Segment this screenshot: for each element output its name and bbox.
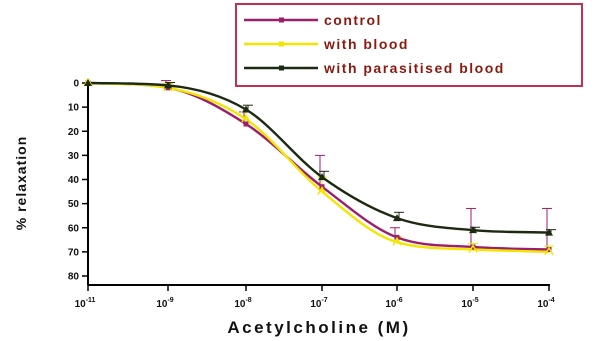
data-point — [392, 236, 402, 246]
x-ticks: 10-11 10-9 10-8 10-7 10-6 10-5 10-4 — [75, 285, 555, 310]
data-point — [470, 244, 476, 250]
error-bar — [394, 211, 404, 219]
y-tick-label: 60 — [68, 223, 80, 234]
data-point — [84, 79, 92, 86]
legend-label: with parasitised blood — [323, 60, 505, 76]
x-tick-base: 10 — [156, 299, 168, 310]
legend-label: with blood — [323, 36, 409, 52]
x-tick-label: 10-6 — [385, 297, 402, 310]
x-tick-exponent: -8 — [245, 297, 251, 304]
y-tick-label: 70 — [68, 247, 80, 258]
x-tick-base: 10 — [537, 299, 549, 310]
y-tick-label: 50 — [68, 199, 80, 210]
y-tick-label: 40 — [68, 175, 80, 186]
legend-entry-3: with parasitised blood — [244, 60, 505, 76]
x-tick-base: 10 — [234, 299, 246, 310]
x-tick-label: 10-8 — [234, 297, 251, 310]
x-tick-label: 10-11 — [75, 297, 96, 310]
x-tick-label: 10-7 — [310, 297, 327, 310]
legend-marker — [279, 65, 284, 71]
data-point — [318, 173, 326, 181]
series-lines — [87, 81, 550, 254]
y-ticks: 0 10 20 30 40 50 60 70 80 — [68, 79, 88, 283]
legend-label: control — [324, 12, 382, 28]
x-tick-exponent: -4 — [548, 297, 554, 304]
series-line-3 — [87, 81, 550, 234]
legend-entry-2: with blood — [244, 36, 409, 52]
x-tick-exponent: -5 — [472, 297, 478, 304]
error-bars — [161, 80, 556, 252]
legend-items: control with blood with parasitised blood — [244, 12, 505, 76]
data-point — [468, 243, 478, 253]
x-tick-exponent: -7 — [321, 297, 327, 304]
y-tick-label: 80 — [68, 272, 80, 283]
y-tick-label: 20 — [68, 127, 80, 138]
y-tick-label: 0 — [73, 79, 79, 90]
y-tick-label: 10 — [68, 103, 80, 114]
legend-marker — [279, 17, 284, 23]
data-point — [243, 121, 249, 127]
x-tick-base: 10 — [75, 299, 87, 310]
series-line-1 — [87, 81, 550, 251]
data-point — [469, 226, 477, 234]
x-tick-label: 10-9 — [156, 297, 173, 310]
legend-entry-1: control — [244, 12, 382, 28]
x-tick-exponent: -6 — [396, 297, 402, 304]
x-tick-exponent: -9 — [167, 297, 173, 304]
error-bar — [243, 104, 253, 110]
legend-marker — [279, 41, 284, 47]
data-point — [241, 113, 251, 123]
data-point — [545, 228, 553, 236]
y-axis-title: % relaxation — [13, 136, 29, 230]
y-tick-label: 30 — [68, 151, 80, 162]
data-point — [546, 246, 552, 252]
series-points — [83, 77, 554, 256]
data-point — [544, 246, 554, 256]
error-bar — [542, 207, 552, 250]
series-line-2 — [87, 81, 550, 254]
x-axis-title: Acetylcholine (M) — [227, 318, 410, 337]
data-point — [393, 214, 401, 222]
x-tick-label: 10-5 — [461, 297, 478, 310]
legend: control with blood with parasitised blood — [235, 3, 583, 87]
x-tick-base: 10 — [310, 299, 322, 310]
x-tick-base: 10 — [385, 299, 397, 310]
error-bar — [319, 170, 329, 178]
data-point — [242, 105, 250, 113]
data-point — [164, 81, 172, 89]
data-point — [317, 186, 327, 195]
x-tick-base: 10 — [461, 299, 473, 310]
x-tick-exponent: -11 — [86, 297, 96, 304]
x-tick-label: 10-4 — [537, 297, 554, 310]
